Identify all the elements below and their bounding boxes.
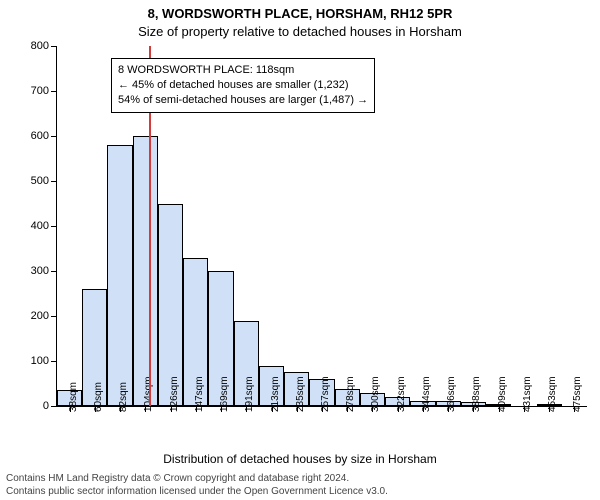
x-tick-label: 344sqm: [421, 376, 432, 412]
y-tick: [51, 271, 57, 272]
y-tick-label: 0: [43, 400, 49, 412]
x-tick-label: 126sqm: [169, 376, 180, 412]
x-tick-label: 147sqm: [194, 376, 205, 412]
x-tick-label: 453sqm: [547, 376, 558, 412]
y-tick: [51, 406, 57, 407]
x-tick-label: 191sqm: [244, 376, 255, 412]
y-tick: [51, 46, 57, 47]
y-tick-label: 600: [31, 130, 49, 142]
x-tick-label: 475sqm: [572, 376, 583, 412]
y-tick-label: 200: [31, 310, 49, 322]
x-tick-label: 82sqm: [118, 382, 129, 412]
x-tick-label: 278sqm: [345, 376, 356, 412]
annotation-line-2: ← 45% of detached houses are smaller (1,…: [118, 78, 368, 93]
y-tick-label: 400: [31, 220, 49, 232]
annotation-box: 8 WORDSWORTH PLACE: 118sqm ← 45% of deta…: [111, 58, 375, 113]
x-tick-label: 322sqm: [396, 376, 407, 412]
y-tick: [51, 226, 57, 227]
attribution-footer: Contains HM Land Registry data © Crown c…: [6, 472, 594, 498]
chart-title-main: 8, WORDSWORTH PLACE, HORSHAM, RH12 5PR: [0, 6, 600, 21]
plot-area: 8 WORDSWORTH PLACE: 118sqm ← 45% of deta…: [56, 46, 587, 407]
x-tick-label: 431sqm: [522, 376, 533, 412]
x-tick-label: 257sqm: [320, 376, 331, 412]
histogram-bar: [107, 145, 132, 406]
x-tick-label: 366sqm: [446, 376, 457, 412]
y-tick: [51, 181, 57, 182]
x-axis-caption: Distribution of detached houses by size …: [0, 452, 600, 466]
x-tick-label: 60sqm: [93, 382, 104, 412]
y-tick: [51, 91, 57, 92]
x-tick-label: 300sqm: [370, 376, 381, 412]
x-tick-label: 169sqm: [219, 376, 230, 412]
annotation-line-1: 8 WORDSWORTH PLACE: 118sqm: [118, 63, 368, 78]
x-tick-label: 388sqm: [471, 376, 482, 412]
y-tick: [51, 316, 57, 317]
y-tick-label: 500: [31, 175, 49, 187]
x-tick-label: 213sqm: [270, 376, 281, 412]
y-tick-label: 300: [31, 265, 49, 277]
y-tick-label: 800: [31, 40, 49, 52]
annotation-line-3: 54% of semi-detached houses are larger (…: [118, 93, 368, 108]
x-tick-label: 235sqm: [295, 376, 306, 412]
chart-title-sub: Size of property relative to detached ho…: [0, 24, 600, 39]
x-tick-label: 409sqm: [497, 376, 508, 412]
footer-line-1: Contains HM Land Registry data © Crown c…: [6, 472, 594, 485]
y-tick: [51, 136, 57, 137]
histogram-bar: [133, 136, 158, 406]
y-tick-label: 100: [31, 355, 49, 367]
y-tick-label: 700: [31, 85, 49, 97]
footer-line-2: Contains public sector information licen…: [6, 485, 594, 498]
property-size-histogram: 8, WORDSWORTH PLACE, HORSHAM, RH12 5PR S…: [0, 0, 600, 500]
y-tick: [51, 361, 57, 362]
x-tick-label: 38sqm: [68, 382, 79, 412]
